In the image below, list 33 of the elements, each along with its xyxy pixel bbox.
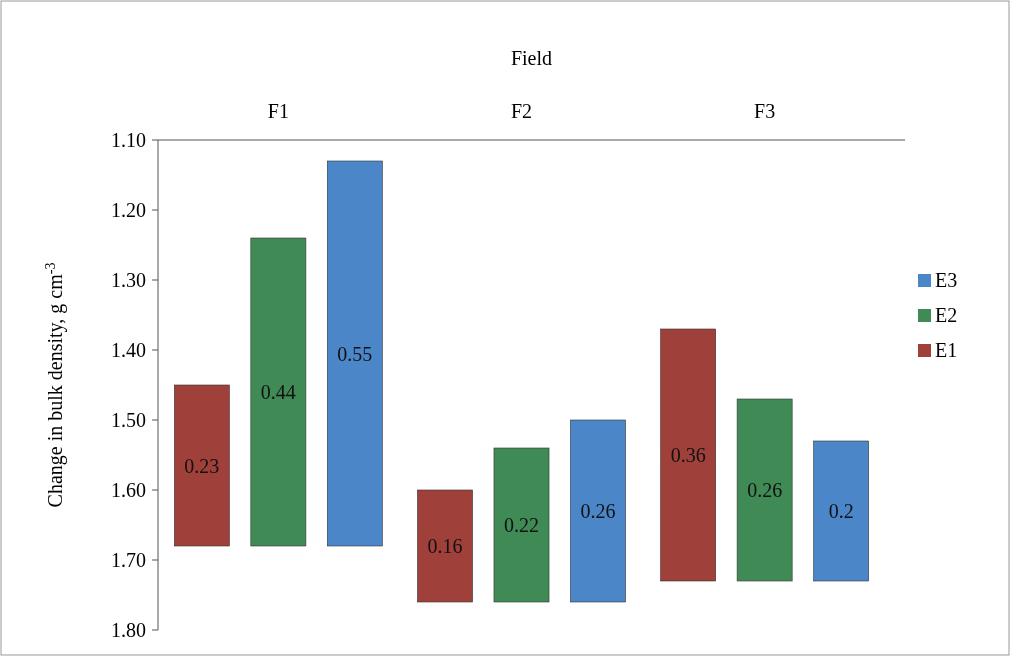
y-tick-label: 1.20 [111,199,146,221]
bar [570,419,626,603]
bar [250,237,307,547]
legend-label: E3 [935,269,958,291]
legend-label: E1 [935,339,958,361]
bar [327,160,383,547]
data-label: 0.36 [670,444,706,466]
y-tick-label: 1.50 [111,409,146,431]
legend-label: E2 [935,304,958,326]
bar [736,398,793,582]
bar [660,328,716,582]
bar [174,384,230,547]
data-label: 0.22 [504,514,539,536]
y-tick-label: 1.70 [111,549,146,571]
data-label: 0.16 [427,535,463,557]
data-label: 0.2 [828,500,854,522]
data-label: 0.26 [747,479,783,501]
data-label: 0.26 [580,500,616,522]
y-tick-label: 1.10 [111,129,146,151]
x-tick-label: F2 [510,100,533,122]
bar [493,447,550,603]
y-tick-label: 1.80 [111,619,146,641]
data-label: 0.55 [337,342,373,365]
data-label: 0.44 [260,381,296,403]
y-tick-label: 1.30 [111,269,146,291]
bar [417,489,473,603]
x-tick-label: F3 [754,100,776,122]
bar [813,440,869,582]
y-tick-label: 1.60 [111,479,146,501]
x-tick-label: F1 [267,100,289,122]
x-axis-title: Field [510,47,553,69]
data-label: 0.23 [184,454,220,477]
y-tick-label: 1.40 [111,339,146,361]
